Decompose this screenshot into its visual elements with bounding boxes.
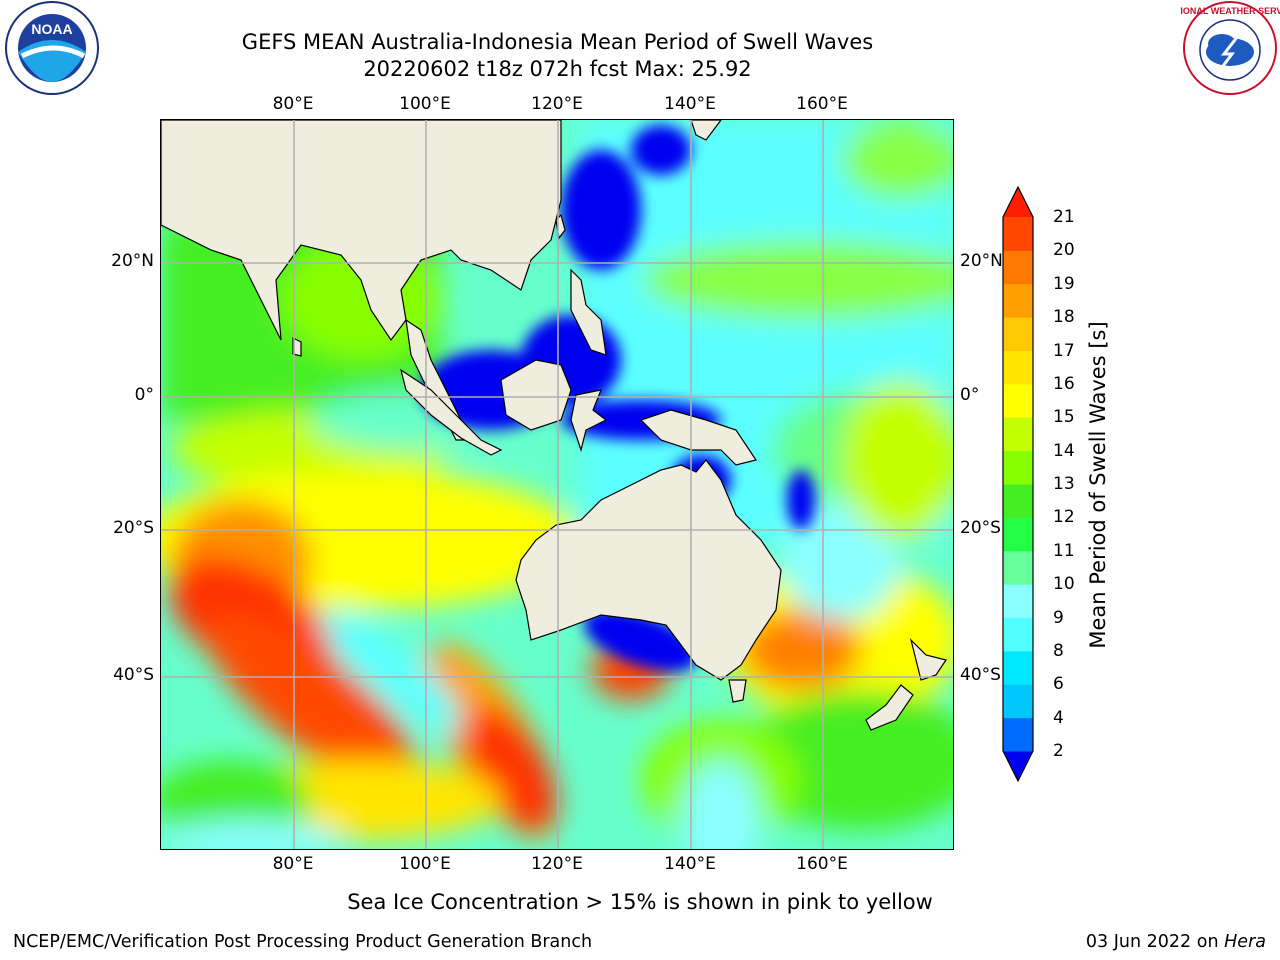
colorbar-tick-label: 12	[1053, 507, 1075, 528]
colorbar-segment	[1003, 217, 1033, 251]
swell-period-map	[160, 119, 954, 850]
colorbar	[1002, 186, 1034, 782]
lon-tick-top-100: 100°E	[399, 94, 451, 114]
colorbar-tick-label: 16	[1053, 373, 1075, 394]
lon-tick-bottom-160: 160°E	[796, 854, 848, 874]
lat-tick-left-0: 0°	[134, 385, 154, 405]
colorbar-label: Mean Period of Swell Waves [s]	[1086, 321, 1110, 649]
colorbar-tick-label: 13	[1053, 474, 1075, 494]
colorbar-segment	[1003, 283, 1033, 318]
lon-tick-bottom-100: 100°E	[399, 854, 451, 874]
lon-tick-top-140: 140°E	[664, 94, 716, 114]
svg-text:NATIONAL WEATHER SERVICE: NATIONAL WEATHER SERVICE	[1180, 6, 1280, 16]
colorbar-tick-label: 20	[1053, 240, 1075, 261]
credit-branch: NCEP/EMC/Verification Post Processing Pr…	[13, 932, 593, 952]
colorbar-tick-label: 8	[1053, 640, 1064, 661]
noaa-logo: NOAA	[5, 1, 99, 95]
colorbar-tick-label: 11	[1053, 540, 1075, 561]
colorbar-tick-label: 14	[1053, 440, 1075, 461]
credit-host: Hera	[1224, 932, 1266, 952]
nws-logo: NATIONAL WEATHER SERVICE	[1180, 1, 1280, 95]
colorbar-segment	[1003, 250, 1033, 285]
colorbar-tick-label: 4	[1053, 707, 1064, 728]
lon-tick-top-120: 120°E	[531, 94, 583, 114]
lat-tick-left-20n: 20°N	[111, 251, 154, 271]
colorbar-tick-label: 21	[1053, 207, 1075, 227]
credit-date: 03 Jun 2022 on Hera	[1085, 932, 1266, 952]
lat-tick-left-40s: 40°S	[113, 665, 154, 685]
colorbar-tick-label: 6	[1053, 674, 1064, 695]
colorbar-segment	[1003, 383, 1033, 418]
lon-tick-bottom-80: 80°E	[272, 854, 314, 874]
colorbar-segment	[1003, 550, 1033, 585]
colorbar-tick-label: 10	[1053, 574, 1075, 595]
lon-tick-bottom-120: 120°E	[531, 854, 583, 874]
lat-tick-right-40s: 40°S	[960, 665, 1001, 685]
colorbar-segment	[1003, 350, 1033, 385]
colorbar-segment	[1003, 317, 1033, 351]
colorbar-segment	[1003, 417, 1033, 452]
lon-tick-bottom-140: 140°E	[664, 854, 716, 874]
colorbar-extend-low	[1003, 751, 1033, 781]
lat-tick-left-20s: 20°S	[113, 518, 154, 538]
map-title: GEFS MEAN Australia-Indonesia Mean Perio…	[241, 30, 874, 54]
lat-tick-right-0: 0°	[960, 385, 980, 405]
colorbar-segment	[1003, 450, 1033, 485]
colorbar-segment	[1003, 584, 1033, 618]
lat-tick-right-20s: 20°S	[960, 518, 1001, 538]
colorbar-tick-label: 9	[1053, 607, 1064, 628]
lat-tick-right-20n: 20°N	[960, 251, 1003, 271]
colorbar-segment	[1003, 684, 1033, 719]
land-masses	[161, 120, 947, 731]
svg-text:NOAA: NOAA	[31, 21, 72, 37]
colorbar-tick-label: 17	[1053, 340, 1075, 361]
colorbar-tick-label: 15	[1053, 407, 1075, 428]
colorbar-segment	[1003, 484, 1033, 518]
lon-tick-top-160: 160°E	[796, 94, 848, 114]
colorbar-segment	[1003, 717, 1033, 752]
colorbar-tick-label: 18	[1053, 307, 1075, 328]
colorbar-segment	[1003, 650, 1033, 685]
lon-tick-top-80: 80°E	[272, 94, 314, 114]
colorbar-extend-high	[1003, 187, 1033, 217]
colorbar-tick-label: 19	[1053, 273, 1075, 294]
colorbar-tick-label: 2	[1053, 741, 1064, 761]
colorbar-segment	[1003, 617, 1033, 652]
graticule	[161, 120, 953, 849]
map-subtitle: 20220602 t18z 072h fcst Max: 25.92	[363, 57, 752, 81]
sea-ice-note: Sea Ice Concentration > 15% is shown in …	[347, 890, 933, 914]
colorbar-segment	[1003, 517, 1033, 552]
